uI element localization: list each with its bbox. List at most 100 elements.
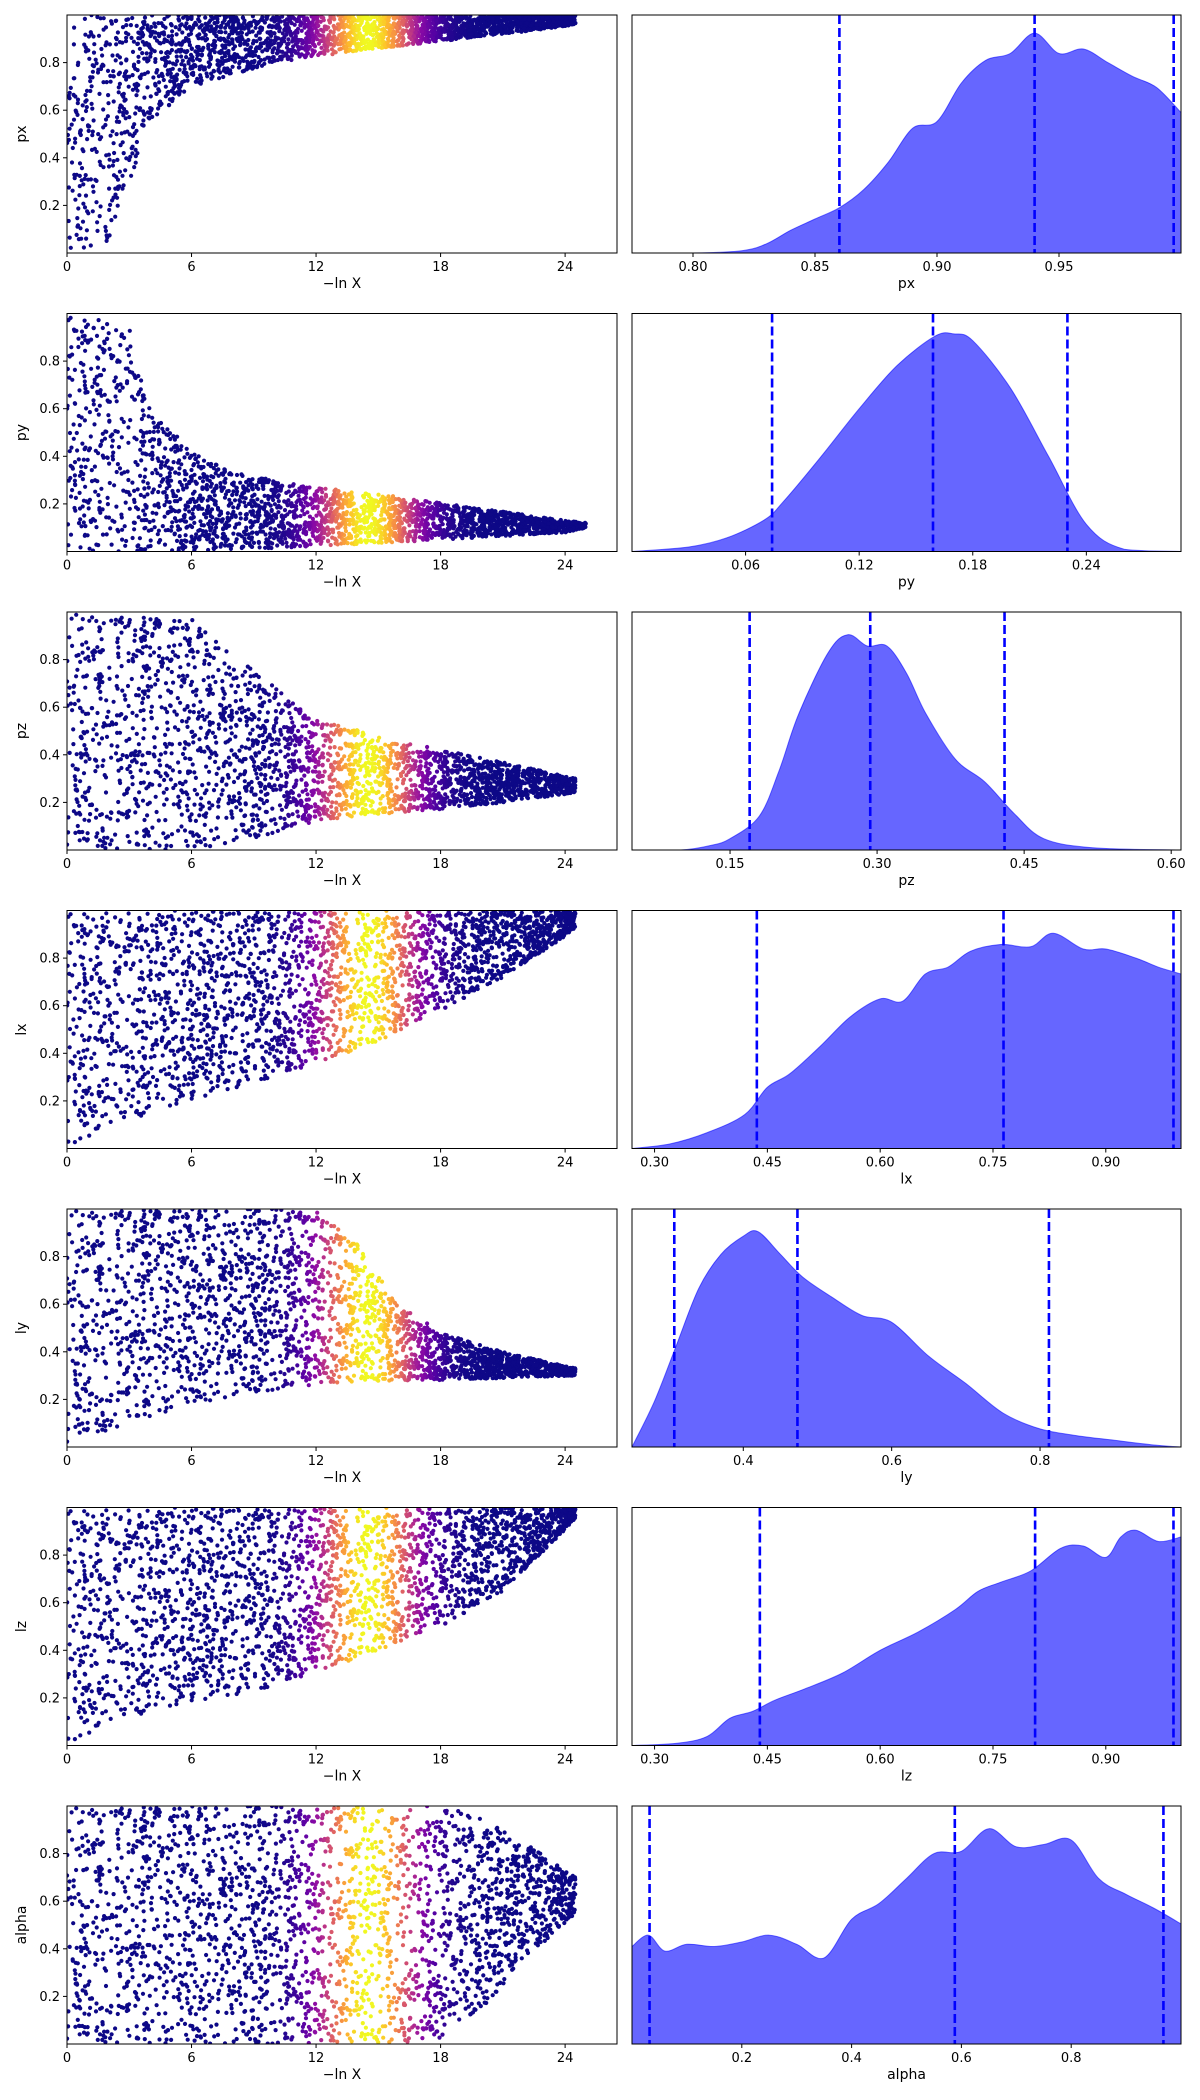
trace-point bbox=[451, 526, 456, 531]
trace-point bbox=[142, 512, 147, 517]
trace-point bbox=[114, 132, 119, 137]
trace-point bbox=[275, 16, 280, 21]
trace-point bbox=[88, 75, 93, 80]
trace-point bbox=[171, 494, 176, 499]
trace-point bbox=[97, 137, 102, 142]
trace-point bbox=[520, 518, 525, 523]
trace-point bbox=[182, 512, 187, 518]
trace-point bbox=[120, 173, 125, 178]
trace-point bbox=[476, 16, 481, 21]
trace-point bbox=[471, 520, 476, 525]
trace-point bbox=[428, 508, 433, 513]
trace-point bbox=[119, 332, 124, 337]
trace-point bbox=[172, 76, 177, 81]
trace-point bbox=[85, 322, 90, 327]
trace-point bbox=[83, 193, 89, 198]
trace-point bbox=[91, 34, 96, 39]
trace-point bbox=[89, 337, 94, 342]
trace-point bbox=[112, 519, 117, 524]
trace-point bbox=[441, 510, 447, 515]
trace-point bbox=[151, 429, 156, 434]
trace-point bbox=[344, 494, 349, 499]
trace-point bbox=[484, 534, 489, 539]
trace-point bbox=[239, 545, 244, 551]
trace-point bbox=[188, 27, 193, 32]
trace-point bbox=[225, 22, 230, 27]
trace-point bbox=[457, 19, 462, 24]
trace-point bbox=[379, 531, 384, 536]
trace-point bbox=[151, 75, 156, 80]
trace-point bbox=[160, 477, 166, 482]
trace-point bbox=[347, 503, 352, 508]
trace-point bbox=[352, 16, 357, 22]
trace-point bbox=[232, 19, 237, 24]
trace-point bbox=[201, 67, 206, 72]
trace-point bbox=[114, 469, 119, 475]
trace-point bbox=[398, 510, 403, 515]
trace-point bbox=[141, 118, 146, 123]
trace-point bbox=[84, 236, 89, 241]
trace-point bbox=[81, 457, 86, 462]
trace-point bbox=[108, 434, 113, 439]
trace-point bbox=[85, 137, 90, 142]
trace-point bbox=[135, 548, 140, 552]
trace-point bbox=[232, 525, 238, 530]
trace-point bbox=[145, 23, 150, 28]
trace-point bbox=[283, 26, 288, 31]
trace-point bbox=[557, 20, 562, 25]
trace-point bbox=[382, 19, 387, 24]
trace-point bbox=[426, 15, 431, 20]
trace-point bbox=[165, 92, 170, 97]
trace-point bbox=[165, 15, 170, 19]
trace-point bbox=[203, 33, 208, 38]
trace-point bbox=[248, 519, 253, 524]
trace-point bbox=[217, 59, 222, 64]
trace-point bbox=[90, 69, 95, 74]
trace-point bbox=[146, 115, 151, 120]
trace-point bbox=[376, 539, 382, 544]
trace-point bbox=[312, 44, 318, 49]
trace-point bbox=[156, 489, 161, 495]
trace-point bbox=[321, 535, 326, 541]
trace-point bbox=[142, 22, 147, 27]
trace-point bbox=[69, 160, 75, 165]
trace-point bbox=[194, 481, 199, 486]
trace-point bbox=[143, 502, 148, 508]
trace-point bbox=[288, 47, 293, 53]
trace-point bbox=[448, 15, 454, 18]
trace-point bbox=[293, 37, 298, 42]
trace-point bbox=[135, 41, 140, 47]
trace-point bbox=[96, 412, 101, 417]
trace-point bbox=[274, 51, 280, 56]
trace-point bbox=[111, 74, 116, 79]
trace-point bbox=[123, 168, 128, 173]
trace-point bbox=[185, 74, 190, 79]
trace-point bbox=[465, 521, 470, 526]
trace-point bbox=[441, 28, 446, 34]
trace-point bbox=[77, 388, 82, 393]
trace-point bbox=[156, 425, 161, 430]
trace-point bbox=[103, 429, 108, 434]
trace-point bbox=[95, 382, 100, 387]
trace-point bbox=[307, 538, 312, 543]
trace-point bbox=[445, 532, 450, 537]
trace-point bbox=[120, 140, 125, 145]
trace-point bbox=[286, 15, 291, 18]
trace-point bbox=[268, 29, 273, 35]
trace-point bbox=[199, 64, 204, 69]
trace-px-xtick-label: 18 bbox=[432, 260, 449, 275]
trace-point bbox=[72, 176, 77, 181]
trace-point bbox=[110, 454, 115, 459]
trace-point bbox=[269, 545, 274, 551]
trace-point bbox=[268, 503, 273, 508]
trace-point bbox=[104, 153, 109, 158]
trace-point bbox=[210, 537, 215, 542]
trace-point bbox=[107, 157, 112, 162]
trace-point bbox=[276, 510, 281, 515]
trace-point bbox=[419, 502, 425, 507]
trace-point bbox=[421, 537, 426, 542]
trace-point bbox=[164, 486, 169, 491]
trace-point bbox=[193, 456, 198, 462]
trace-point bbox=[238, 516, 243, 521]
trace-point bbox=[115, 157, 120, 162]
